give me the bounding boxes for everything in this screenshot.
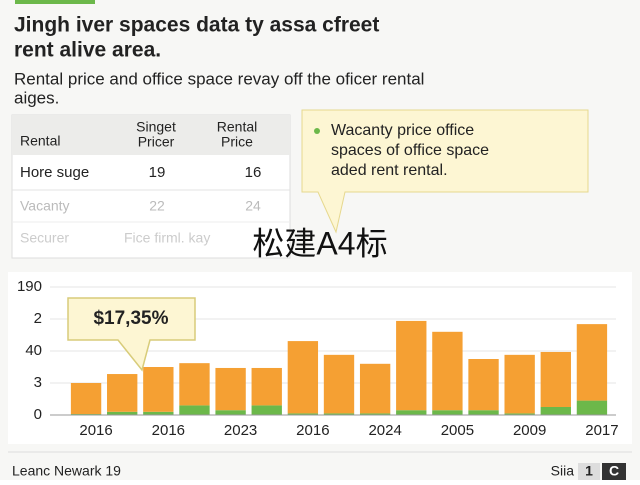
annotation-text: $17,35%	[93, 308, 168, 329]
bar-segment	[287, 413, 319, 415]
table-header: Singet	[136, 119, 176, 135]
table-cell: Securer	[20, 230, 69, 246]
x-tick-label: 2024	[368, 422, 401, 439]
table-header: Price	[221, 134, 253, 150]
bar-segment	[504, 354, 535, 414]
table-cell: 24	[245, 198, 261, 214]
bar-segment	[143, 411, 174, 415]
table-header-bg	[12, 115, 290, 155]
y-tick-label: 3	[34, 374, 42, 391]
table-header: Rental	[217, 119, 257, 135]
table-cell: Hore suge	[20, 164, 89, 181]
x-tick-label: 2023	[224, 422, 257, 439]
y-tick-label: 190	[17, 278, 42, 295]
watermark: 松建A4标	[252, 225, 387, 261]
table-cell: Vacanty	[20, 198, 70, 214]
table-cell: Fice firml. kay	[124, 230, 210, 246]
x-tick-label: 2005	[441, 422, 474, 439]
bar-segment	[432, 410, 463, 415]
badge	[602, 463, 626, 481]
bar-segment	[287, 341, 319, 414]
accent-bar	[15, 0, 95, 4]
y-tick-label: 0	[34, 406, 42, 423]
title: Jingh iver spaces data ty assa cfreet	[14, 14, 379, 37]
bar-segment	[576, 324, 608, 401]
x-tick-label: 2016	[152, 422, 185, 439]
table-cell: 22	[149, 198, 165, 214]
chart: 0 3 40 2 190 2016 2016 2023 2016 2024 2005 2009 2017	[17, 278, 619, 439]
badge-text: 1	[585, 463, 593, 479]
y-tick-label: 40	[25, 342, 42, 359]
x-tick-label: 2017	[585, 422, 618, 439]
bar-segment	[70, 383, 102, 415]
annotation-box	[67, 297, 196, 372]
table: Rental Singet Pricer Rental Price Hore s…	[11, 114, 291, 259]
title: rent alive area.	[14, 39, 161, 62]
bar-segment	[468, 359, 499, 411]
bar-segment	[215, 367, 246, 411]
chart-annotation: $17,35%	[67, 297, 196, 372]
table-header: Rental	[20, 133, 60, 149]
bar-segment	[396, 320, 427, 411]
y-tick-label: 2	[34, 310, 42, 327]
table-cell: 16	[245, 164, 262, 181]
bar-segment	[396, 410, 427, 415]
callout-text: aded rent rental.	[331, 162, 448, 179]
bar-segment	[576, 400, 608, 415]
callout: Wacanty price office spaces of office sp…	[301, 109, 589, 234]
bar-segment	[251, 367, 282, 406]
bar-segment	[432, 331, 463, 411]
footer-text: Siia	[551, 463, 575, 479]
x-tick-label: 2009	[513, 422, 546, 439]
callout-text: spaces of office space	[331, 142, 489, 159]
badge	[578, 463, 600, 481]
bar-segment	[323, 413, 355, 415]
bar-segment	[179, 405, 210, 415]
bar-segment	[359, 413, 391, 415]
subtitle: Rental price and office space revay off …	[14, 69, 424, 88]
bar-segment	[251, 405, 282, 415]
footer-text: Leanc Newark 19	[12, 463, 121, 479]
bar-segment	[504, 413, 535, 415]
bar-segment	[179, 363, 210, 406]
bar-segment	[107, 374, 138, 412]
badge-text: C	[609, 463, 619, 479]
bar-segment	[215, 410, 246, 415]
x-tick-label: 2016	[296, 422, 329, 439]
table-cell: 19	[149, 164, 166, 181]
table-header: Pricer	[138, 134, 175, 150]
bar-segment	[359, 363, 391, 414]
callout-text: Wacanty price office	[331, 122, 474, 139]
bar-segment	[107, 411, 138, 415]
bar-segment	[323, 354, 355, 414]
bar-segment	[468, 410, 499, 415]
subtitle: aiges.	[14, 88, 59, 107]
bar-segment	[540, 407, 571, 415]
x-tick-label: 2016	[79, 422, 112, 439]
callout-box	[301, 109, 589, 234]
bar-segment	[143, 367, 174, 412]
bar-segment	[540, 351, 571, 407]
bullet	[314, 128, 320, 134]
